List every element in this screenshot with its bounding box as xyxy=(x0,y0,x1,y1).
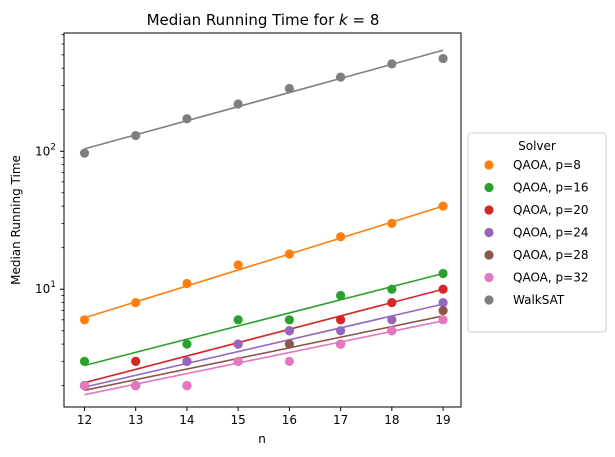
data-point xyxy=(131,297,141,308)
x-tick-label: 18 xyxy=(384,413,399,427)
axes-frame xyxy=(63,32,462,408)
data-point xyxy=(233,315,243,325)
data-point xyxy=(79,381,90,391)
data-point xyxy=(79,356,90,366)
y-axis: 101 102 xyxy=(35,34,64,387)
legend-label: WalkSAT xyxy=(513,293,565,307)
legend-marker xyxy=(484,227,494,238)
legend-marker xyxy=(484,295,494,305)
data-point xyxy=(182,339,192,349)
data-point xyxy=(438,315,448,325)
data-point xyxy=(438,297,448,308)
data-point xyxy=(182,278,192,289)
legend-label: QAOA, p=28 xyxy=(513,248,588,262)
data-point xyxy=(79,315,90,325)
data-point xyxy=(387,218,397,228)
data-point xyxy=(336,326,346,336)
y-tick-label: 102 xyxy=(35,142,56,158)
data-point xyxy=(79,148,90,158)
fit-lines xyxy=(84,49,444,396)
legend-marker xyxy=(484,160,494,170)
data-point xyxy=(387,326,397,336)
data-point xyxy=(336,315,346,325)
data-point xyxy=(336,290,346,301)
data-point xyxy=(336,72,346,82)
legend-label: QAOA, p=24 xyxy=(513,226,588,240)
x-tick-label: 16 xyxy=(282,413,297,427)
data-point xyxy=(233,260,243,270)
x-tick-label: 15 xyxy=(231,413,246,427)
data-point xyxy=(284,249,294,259)
legend-title: Solver xyxy=(518,139,556,153)
data-point xyxy=(284,339,294,349)
fit-line xyxy=(84,49,444,150)
fit-line xyxy=(84,205,444,319)
data-point xyxy=(233,99,243,109)
x-axis-label: n xyxy=(258,432,266,446)
data-point xyxy=(233,356,243,366)
data-points xyxy=(79,53,448,391)
x-axis: 12 13 14 15 16 17 18 19 xyxy=(77,407,451,427)
data-point xyxy=(131,130,141,141)
data-point xyxy=(233,339,243,349)
data-point xyxy=(284,315,294,325)
legend-label: QAOA, p=32 xyxy=(513,271,588,285)
legend-marker xyxy=(484,182,494,193)
data-point xyxy=(438,53,448,64)
data-point xyxy=(182,381,192,391)
legend: Solver QAOA, p=8 QAOA, p=16 QAOA, p=20 QAOA… xyxy=(467,132,607,333)
legend-box xyxy=(467,132,607,333)
data-point xyxy=(438,305,448,316)
data-point xyxy=(284,356,294,366)
legend-marker xyxy=(484,250,494,260)
data-point xyxy=(438,284,448,294)
data-point xyxy=(284,83,294,94)
legend-marker xyxy=(484,272,494,283)
data-point xyxy=(131,381,141,391)
legend-label: QAOA, p=20 xyxy=(513,203,588,217)
data-point xyxy=(336,339,346,349)
fit-line xyxy=(84,315,444,392)
data-point xyxy=(284,326,294,336)
plot-area xyxy=(63,32,462,408)
data-point xyxy=(182,356,192,366)
x-tick-label: 19 xyxy=(435,413,450,427)
legend-label: QAOA, p=8 xyxy=(513,158,581,172)
y-tick-label: 101 xyxy=(35,280,56,296)
x-tick-label: 14 xyxy=(179,413,194,427)
data-point xyxy=(387,315,397,325)
fit-line xyxy=(84,272,444,367)
data-point xyxy=(336,232,346,242)
x-tick-label: 12 xyxy=(77,413,92,427)
x-tick-label: 17 xyxy=(333,413,348,427)
fit-line xyxy=(84,320,444,396)
data-point xyxy=(438,268,448,279)
data-point xyxy=(387,284,397,294)
data-point xyxy=(131,356,141,366)
fit-line xyxy=(84,303,444,388)
data-point xyxy=(438,201,448,211)
fit-line xyxy=(84,288,444,384)
data-point xyxy=(387,297,397,308)
data-point xyxy=(387,59,397,69)
chart-title: Median Running Time for k = 8 xyxy=(147,11,380,29)
y-axis-label: Median Running Time xyxy=(9,155,23,285)
legend-label: QAOA, p=16 xyxy=(513,181,588,195)
x-tick-label: 13 xyxy=(128,413,143,427)
legend-marker xyxy=(484,205,494,215)
data-point xyxy=(182,114,192,124)
